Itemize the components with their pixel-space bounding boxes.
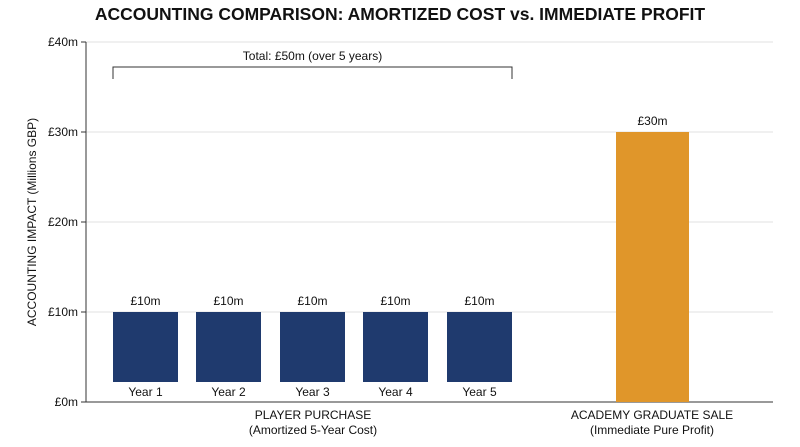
y-tick-label: £40m (48, 35, 78, 49)
bar-value-label: £10m (297, 294, 327, 308)
y-tick-label: £30m (48, 125, 78, 139)
labels: £10m Year 1 £10m Year 2 £10m Year 3 £10m Year 4… (128, 114, 733, 437)
y-tick-label: £10m (48, 305, 78, 319)
bar-value-label: £10m (464, 294, 494, 308)
y-tick-label: £0m (55, 395, 78, 409)
x-category-sublabel: (Immediate Pure Profit) (590, 423, 714, 437)
annotation-text: Total: £50m (over 5 years) (243, 49, 382, 63)
bar-value-label: £10m (380, 294, 410, 308)
bar (447, 312, 512, 382)
annotations: Total: £50m (over 5 years) (112, 49, 513, 79)
y-tick-label: £20m (48, 215, 78, 229)
chart-title: ACCOUNTING COMPARISON: AMORTIZED COST vs… (95, 4, 706, 24)
bracket (112, 66, 513, 79)
y-axis-label: ACCOUNTING IMPACT (Millions GBP) (25, 118, 39, 326)
bar (113, 312, 178, 382)
bar-category-label: Year 5 (462, 385, 497, 399)
bar-value-label: £10m (213, 294, 243, 308)
x-category-sublabel: (Amortized 5-Year Cost) (249, 423, 377, 437)
bar (363, 312, 428, 382)
bar-category-label: Year 3 (295, 385, 330, 399)
bar (616, 132, 689, 402)
bars (113, 132, 689, 402)
bar-value-label: £10m (130, 294, 160, 308)
bar-value-label: £30m (637, 114, 667, 128)
bar-category-label: Year 1 (128, 385, 163, 399)
bar (196, 312, 261, 382)
x-category-label: PLAYER PURCHASE (255, 408, 371, 422)
bar-category-label: Year 4 (378, 385, 413, 399)
bar (280, 312, 345, 382)
x-category-label: ACADEMY GRADUATE SALE (571, 408, 733, 422)
bar-category-label: Year 2 (211, 385, 246, 399)
